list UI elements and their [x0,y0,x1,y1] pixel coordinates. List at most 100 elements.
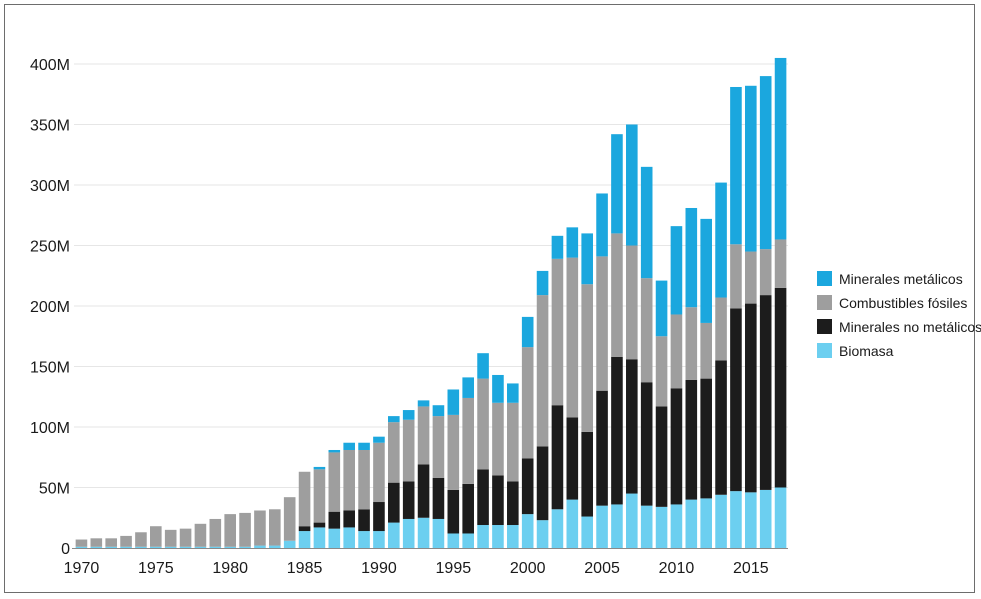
bar-1997-series-3 [477,353,489,379]
bar-2017-series-2 [774,239,787,288]
bar-2012-series-1 [700,378,712,499]
bar-1970-series-0 [75,546,88,548]
bar-2007-series-2 [626,245,638,360]
bar-1998-series-2 [492,402,504,476]
bar-1999-series-2 [507,402,519,482]
bar-1996-series-0 [462,533,474,548]
bar-1994-series-1 [432,477,445,519]
bar-1988-series-1 [343,510,355,528]
x-tick-label: 1975 [138,560,174,577]
bar-2005-series-0 [596,505,608,548]
bar-1973-series-2 [120,535,132,547]
bar-1990-series-2 [373,442,385,503]
bar-1995-series-3 [447,389,460,415]
bar-1980-series-0 [224,546,236,548]
bar-1981-series-2 [239,512,251,547]
bar-2004-series-2 [581,284,593,432]
bar-1998-series-0 [492,525,504,548]
y-tick-label: 50M [39,481,70,498]
x-tick-label: 1980 [212,560,248,577]
bar-1991-series-3 [388,416,400,423]
bar-1985-series-2 [298,471,311,527]
bar-1999-series-0 [507,525,519,548]
bar-2017-series-3 [774,57,787,240]
bar-2011-series-1 [685,379,698,500]
bar-2015-series-2 [745,251,757,304]
bar-2002-series-1 [551,405,564,510]
bar-1988-series-2 [343,449,355,511]
bar-1992-series-2 [402,419,415,482]
x-axis: 1970 1975 1980 1985 1990 1995 2000 2005 2010 2015 [64,548,788,577]
bar-2013-series-0 [715,494,727,548]
bar-1975-series-0 [150,546,162,548]
bar-2008-series-3 [640,166,653,279]
bar-2000-series-2 [521,347,534,459]
bar-1997-series-2 [477,378,489,470]
bar-2003-series-1 [566,417,579,500]
bar-2004-series-3 [581,233,593,285]
bar-2001-series-0 [536,520,549,548]
bar-1970-series-2 [75,539,88,547]
bar-1976-series-0 [164,546,177,548]
bar-2016-series-2 [759,249,772,296]
bars-layer [75,57,787,548]
bar-2006-series-1 [611,356,623,505]
bar-2013-series-1 [715,360,727,495]
x-tick-label: 2000 [510,560,546,577]
bar-2007-series-1 [626,359,638,494]
bar-1999-series-1 [507,481,519,526]
bar-2016-series-3 [759,76,772,250]
x-tick-label: 1990 [361,560,397,577]
bar-1971-series-2 [90,538,103,547]
bar-1991-series-2 [388,422,400,483]
bar-2014-series-3 [730,86,742,245]
bar-2005-series-2 [596,256,608,391]
bar-1986-series-2 [313,469,326,523]
bar-2015-series-0 [745,492,757,548]
bar-1977-series-2 [179,528,192,547]
bar-1997-series-1 [477,469,489,526]
bar-2015-series-3 [745,85,757,252]
bar-1983-series-0 [269,545,281,548]
bar-2002-series-0 [551,509,564,548]
bar-1990-series-1 [373,502,385,532]
y-tick-label: 250M [30,239,70,256]
bar-1995-series-1 [447,489,460,534]
bar-2014-series-2 [730,244,742,309]
legend-label: Combustibles fósiles [839,295,967,311]
bar-2001-series-1 [536,446,549,521]
bar-2008-series-0 [640,505,653,548]
bar-2000-series-3 [521,316,534,348]
bar-1989-series-3 [358,442,370,450]
legend-label: Biomasa [839,343,894,359]
bar-1996-series-3 [462,377,474,398]
bar-1988-series-3 [343,442,355,450]
bar-1983-series-2 [269,509,281,546]
x-tick-label: 2010 [659,560,695,577]
bar-2003-series-2 [566,257,579,418]
y-axis: 0 50M 100M 150M 200M 250M 300M 350M 400M [30,57,70,558]
bar-1986-series-0 [313,527,326,548]
bar-2004-series-1 [581,431,593,517]
bar-1996-series-1 [462,483,474,534]
y-tick-label: 0 [61,541,70,558]
x-tick-label: 2015 [733,560,769,577]
bar-2014-series-1 [730,308,742,492]
bar-2000-series-0 [521,514,534,548]
x-tick-label: 2005 [584,560,620,577]
bar-1974-series-0 [135,546,147,548]
bar-2003-series-3 [566,227,579,258]
bar-1979-series-0 [209,546,222,548]
bar-1991-series-1 [388,482,400,523]
bar-2010-series-0 [670,504,683,548]
legend-swatch [817,271,832,286]
bar-2010-series-3 [670,226,683,315]
y-tick-label: 150M [30,360,70,377]
bar-2006-series-3 [611,134,623,234]
legend-swatch [817,319,832,334]
bar-1992-series-1 [402,481,415,519]
x-tick-label: 1995 [436,560,472,577]
bar-1973-series-0 [120,546,132,548]
y-tick-label: 300M [30,178,70,195]
bar-2010-series-2 [670,314,683,389]
